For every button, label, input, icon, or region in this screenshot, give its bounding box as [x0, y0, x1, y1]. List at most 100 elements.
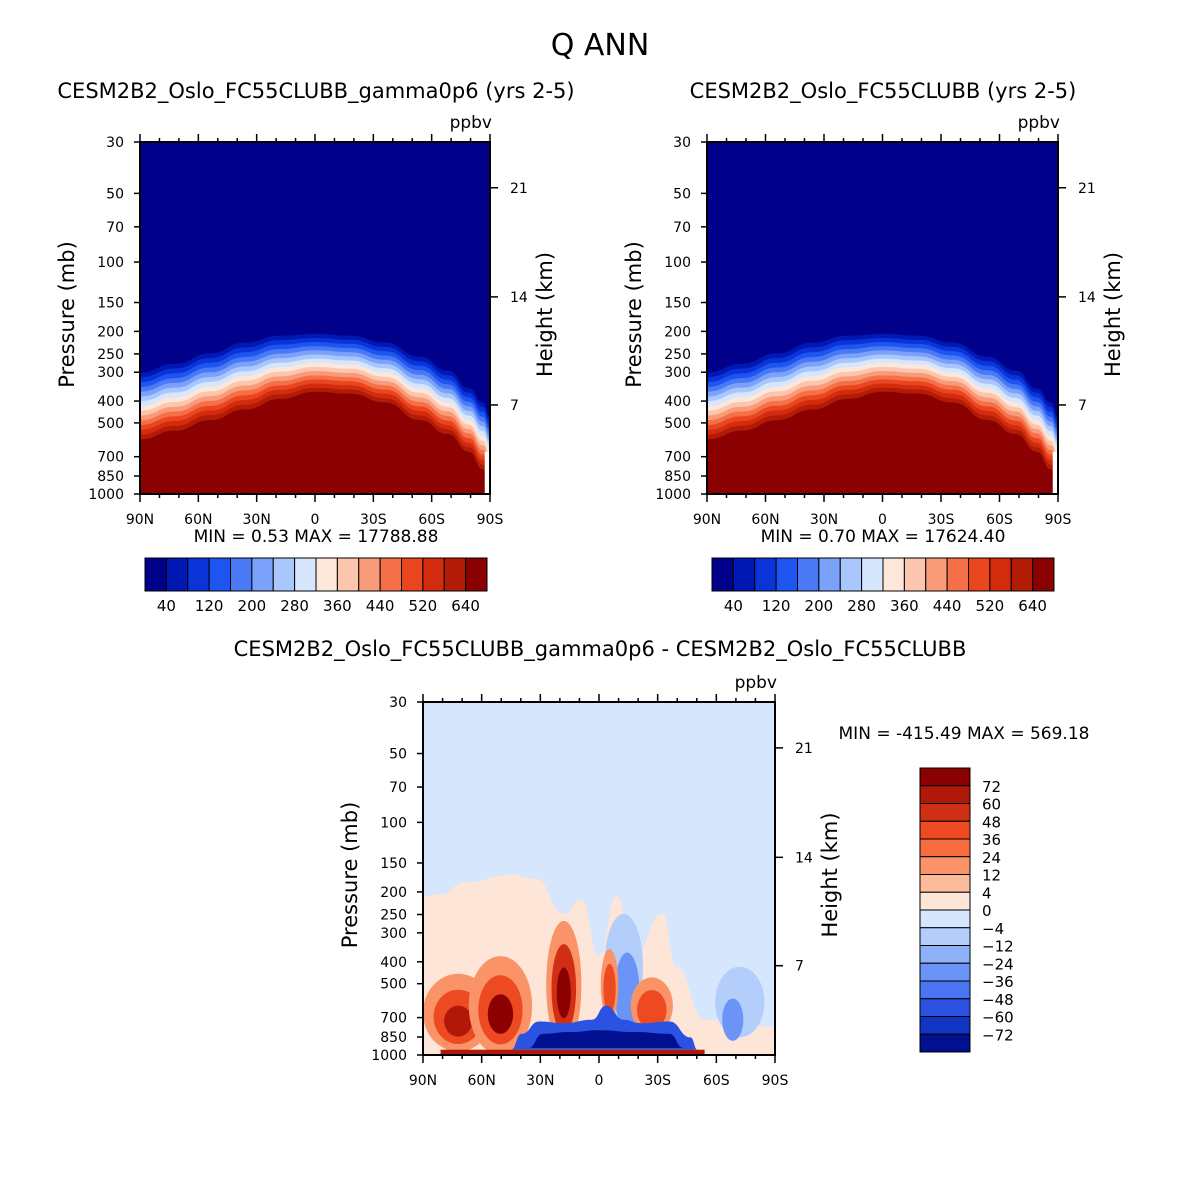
- colorbar-label: −48: [982, 991, 1014, 1009]
- contour-band: [487, 994, 514, 1034]
- colorbar-swatch: [919, 891, 971, 911]
- y-right-tick-label: 21: [1078, 181, 1096, 197]
- y-tick-label: 1000: [371, 1048, 407, 1064]
- colorbar-swatch: [401, 557, 424, 592]
- x-tick-label: 60N: [468, 1073, 496, 1089]
- x-tick-label: 30N: [526, 1073, 554, 1089]
- y-tick-label: 30: [389, 695, 407, 711]
- contour-band: [603, 963, 616, 1014]
- y-tick-label: 1000: [655, 487, 691, 503]
- colorbar-swatch: [144, 557, 167, 592]
- y-tick-label: 300: [664, 365, 691, 381]
- colorbar-label: 520: [409, 597, 438, 615]
- colorbar-swatch: [946, 557, 969, 592]
- colorbar-swatch: [903, 557, 927, 592]
- y-tick-label: 400: [380, 955, 407, 971]
- colorbar-label: 440: [933, 597, 962, 615]
- y-right-tick-label: 14: [795, 850, 813, 866]
- y-tick-label: 1000: [88, 487, 124, 503]
- y-tick-label: 70: [673, 220, 691, 236]
- colorbar-swatch: [919, 1016, 971, 1035]
- x-tick-label: 90S: [477, 512, 504, 528]
- y-right-tick-label: 7: [1078, 398, 1087, 414]
- x-tick-label: 60S: [986, 512, 1013, 528]
- colorbar-label: 520: [976, 597, 1005, 615]
- colorbar-swatch: [839, 557, 863, 592]
- y-tick-label: 850: [97, 469, 124, 485]
- colorbar-label: 200: [805, 597, 834, 615]
- min-max-stats: MIN = -415.49 MAX = 569.18: [839, 724, 1090, 744]
- units-label: ppbv: [1018, 113, 1060, 133]
- y-tick-label: 300: [97, 365, 124, 381]
- colorbar-label: −12: [982, 938, 1014, 956]
- colorbar: 40 120 200 280 360 440 520 640: [144, 557, 488, 615]
- y-tick-label: 50: [673, 186, 691, 202]
- colorbar-swatch: [861, 557, 884, 592]
- y-tick-label: 50: [389, 747, 407, 763]
- contour-band: [440, 1049, 705, 1055]
- colorbar-swatch: [1010, 557, 1034, 592]
- y-tick-label: 250: [97, 347, 124, 363]
- colorbar-label: 40: [157, 597, 176, 615]
- panel-title: CESM2B2_Oslo_FC55CLUBB (yrs 2-5): [690, 79, 1077, 104]
- y-right-tick-label: 7: [795, 959, 804, 975]
- colorbar-swatch: [358, 557, 381, 592]
- x-tick-label: 90N: [693, 512, 721, 528]
- y-tick-label: 200: [380, 885, 407, 901]
- colorbar-swatch: [919, 874, 971, 893]
- y-tick-label: 150: [380, 856, 407, 872]
- colorbar-swatch: [379, 557, 402, 592]
- colorbar-label: 120: [762, 597, 791, 615]
- colorbar-label: 640: [451, 597, 480, 615]
- colorbar-label: 200: [238, 597, 267, 615]
- colorbar-label: 40: [724, 597, 743, 615]
- colorbar-swatch: [775, 557, 798, 592]
- y-right-axis-label: Height (km): [818, 812, 842, 937]
- y-tick-label: 200: [97, 324, 124, 340]
- colorbar-swatch: [443, 557, 467, 592]
- x-tick-label: 90S: [762, 1073, 789, 1089]
- colorbar-swatch: [272, 557, 296, 592]
- colorbar-swatch: [882, 557, 905, 592]
- colorbar-label: 12: [982, 867, 1001, 885]
- colorbar-swatch: [732, 557, 756, 592]
- y-tick-label: 500: [97, 416, 124, 432]
- x-tick-label: 60S: [703, 1073, 730, 1089]
- colorbar-label: 640: [1018, 597, 1047, 615]
- x-tick-label: 60N: [751, 512, 779, 528]
- colorbar-label: −24: [982, 955, 1014, 973]
- y-tick-label: 100: [380, 815, 407, 831]
- figure-title: Q ANN: [551, 28, 650, 63]
- y-tick-label: 30: [673, 135, 691, 151]
- units-label: ppbv: [450, 113, 492, 133]
- y-tick-label: 250: [380, 908, 407, 924]
- colorbar-swatch: [919, 998, 971, 1017]
- colorbar-label: 72: [982, 778, 1001, 796]
- colorbar-swatch: [230, 557, 253, 592]
- colorbar-swatch: [1032, 557, 1055, 592]
- colorbar-label: 60: [982, 796, 1001, 814]
- y-axis-label: Pressure (mb): [55, 241, 79, 388]
- x-tick-label: 60S: [418, 512, 445, 528]
- colorbar-swatch: [336, 557, 360, 592]
- contour-field: [707, 142, 1058, 494]
- contour-band: [140, 391, 490, 494]
- colorbar-swatch: [919, 785, 971, 804]
- y-tick-label: 100: [97, 255, 124, 271]
- y-tick-label: 400: [664, 394, 691, 410]
- y-tick-label: 850: [664, 469, 691, 485]
- panel-title: CESM2B2_Oslo_FC55CLUBB_gamma0p6 - CESM2B…: [234, 637, 967, 662]
- colorbar-swatch: [422, 557, 445, 592]
- colorbar-label: 48: [982, 813, 1001, 831]
- y-tick-label: 70: [389, 780, 407, 796]
- colorbar-label: −4: [982, 920, 1004, 938]
- y-tick-label: 70: [106, 220, 124, 236]
- colorbar-swatch: [919, 962, 971, 982]
- colorbar-swatch: [919, 927, 971, 946]
- y-tick-label: 500: [380, 977, 407, 993]
- y-tick-label: 300: [380, 926, 407, 942]
- y-tick-label: 50: [106, 186, 124, 202]
- panel-1: CESM2B2_Oslo_FC55CLUBB_gamma0p6 (yrs 2-5…: [55, 79, 575, 615]
- colorbar-label: 0: [982, 902, 992, 920]
- panel-2: CESM2B2_Oslo_FC55CLUBB (yrs 2-5) ppbv 30 50…: [622, 79, 1125, 615]
